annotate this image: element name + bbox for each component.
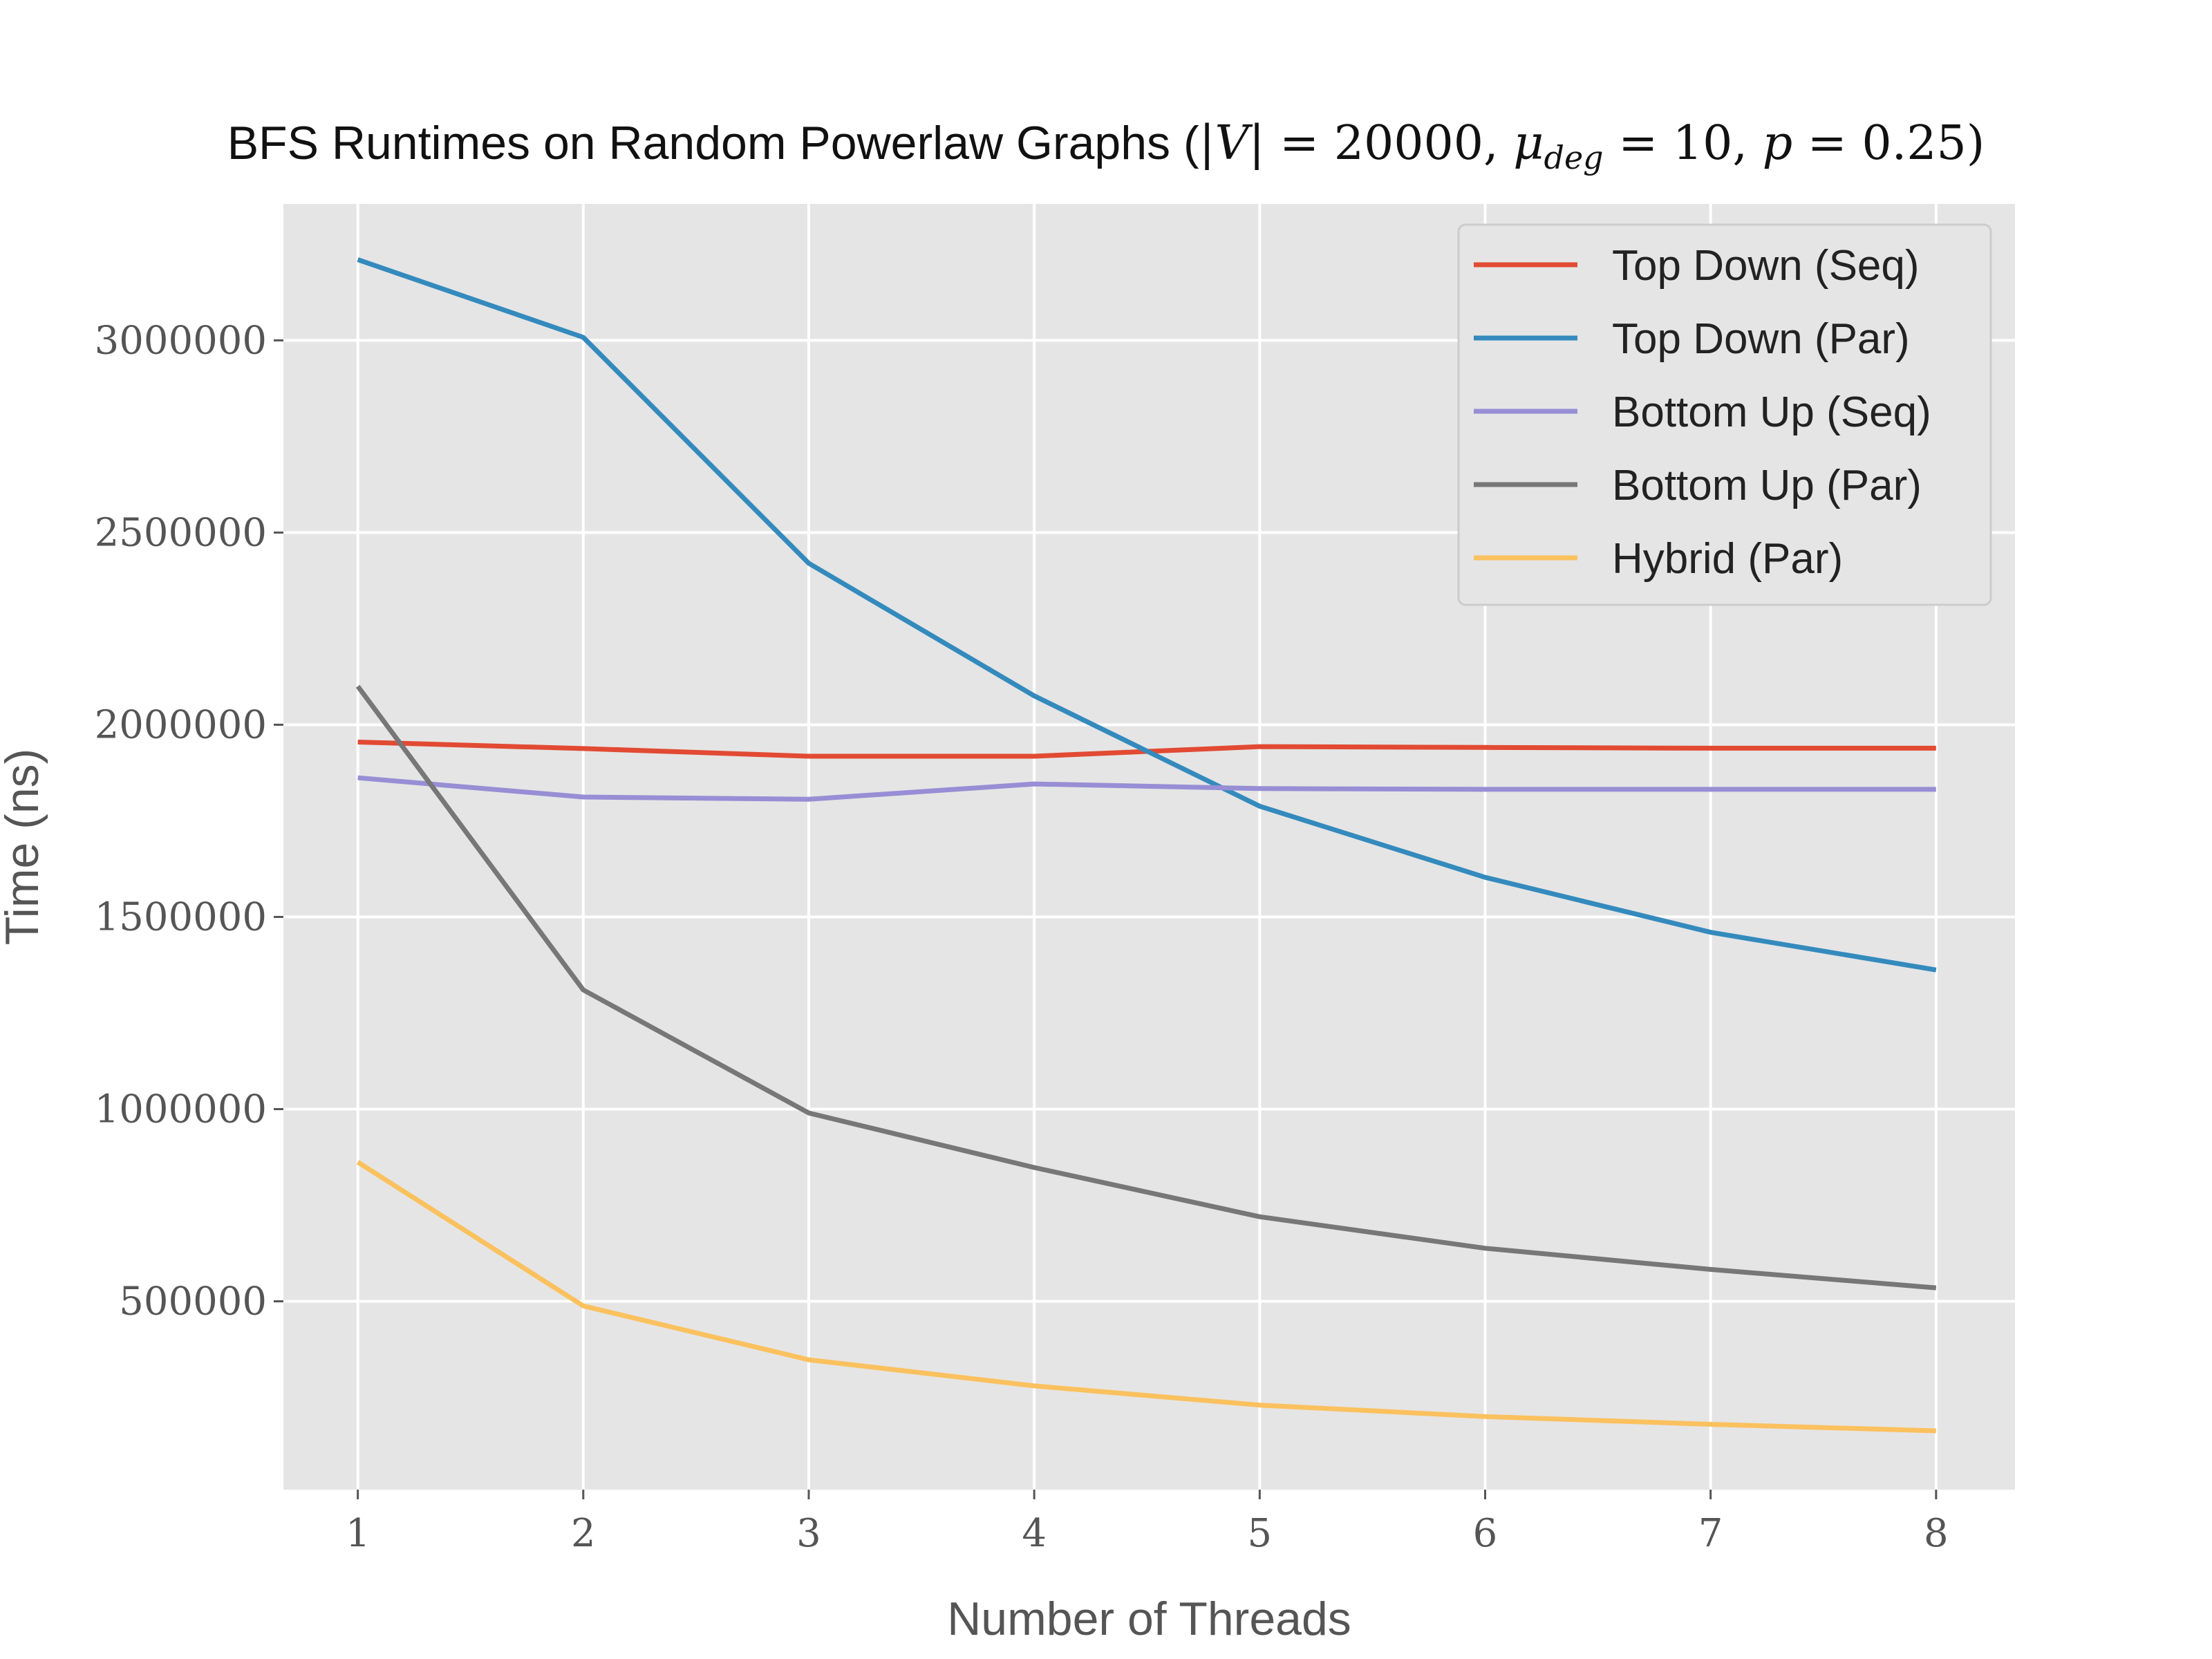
title-mu-subscript: deg: [1544, 139, 1604, 176]
series-line: [357, 257, 1937, 973]
legend-label: Top Down (Par): [1612, 315, 1910, 363]
series-line: [357, 775, 1936, 802]
title-v-value: = 20000,: [1265, 116, 1514, 171]
x-tick-label: 6: [1473, 1511, 1498, 1556]
x-tick-label: 1: [346, 1511, 371, 1556]
chart-title-text: BFS Runtimes on Random Powerlaw Graphs (…: [227, 116, 1985, 176]
y-tick-label: 1500000: [95, 894, 267, 939]
title-p-value: = 0.25): [1792, 116, 1985, 171]
y-tick-label: 2000000: [95, 702, 267, 747]
legend-box: [1457, 223, 1992, 606]
x-tick-label: 2: [571, 1511, 596, 1556]
legend-label: Hybrid (Par): [1612, 535, 1843, 583]
legend: Top Down (Seq) Top Down (Par) Bottom Up (S…: [1457, 223, 1992, 606]
x-axis-label: Number of Threads: [947, 1593, 1351, 1645]
legend-label: Bottom Up (Seq): [1612, 388, 1931, 436]
y-tick-label: 500000: [119, 1280, 267, 1324]
series-line: [355, 684, 1937, 1291]
x-tick-label: 4: [1022, 1511, 1047, 1556]
y-axis-ticks: 500000 1000000 1500000 2000000 2500000 300000…: [95, 318, 283, 1324]
legend-label: Top Down (Seq): [1612, 242, 1920, 290]
title-prefix: BFS Runtimes on Random Powerlaw Graphs (: [227, 117, 1199, 169]
y-tick-label: 3000000: [95, 318, 267, 363]
legend-label: Bottom Up (Par): [1612, 462, 1922, 509]
title-mu: μ: [1513, 116, 1544, 171]
title-v-abs: |V|: [1199, 116, 1265, 171]
y-tick-label: 2500000: [95, 510, 267, 555]
x-axis-ticks: 1 2 3 4 5 6 7 8: [346, 1490, 1949, 1556]
title-p: p: [1763, 116, 1793, 171]
x-tick-label: 5: [1248, 1511, 1273, 1556]
title-mu-value: = 10,: [1604, 116, 1763, 171]
series-line: [356, 1160, 1936, 1434]
x-tick-label: 3: [796, 1511, 821, 1556]
series-lines: [355, 257, 1937, 1434]
y-axis-label: Time (ns): [0, 749, 48, 946]
x-tick-label: 7: [1698, 1511, 1723, 1556]
y-tick-label: 1000000: [95, 1087, 267, 1132]
chart-title: BFS Runtimes on Random Powerlaw Graphs (…: [227, 116, 1985, 176]
x-tick-label: 8: [1924, 1511, 1949, 1556]
